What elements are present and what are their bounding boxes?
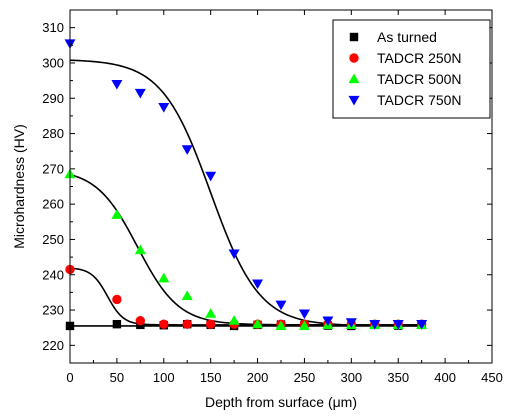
data-point bbox=[392, 320, 404, 330]
data-point bbox=[252, 318, 264, 329]
y-tick-label: 250 bbox=[42, 232, 64, 247]
data-point bbox=[134, 88, 146, 99]
y-axis: 220 230 240 250 260 270 280 290 300 310 bbox=[42, 20, 492, 353]
legend-label: As turned bbox=[377, 29, 437, 45]
x-tick-label: 350 bbox=[387, 370, 409, 385]
data-point bbox=[112, 294, 122, 305]
legend-label: TADCR 750N bbox=[377, 92, 462, 108]
data-point bbox=[181, 290, 193, 301]
y-tick-label: 270 bbox=[42, 161, 64, 176]
fit-curve bbox=[69, 267, 422, 326]
data-point bbox=[298, 309, 310, 320]
y-tick-label: 310 bbox=[42, 20, 64, 35]
data-point bbox=[111, 80, 123, 90]
x-tick-label: 150 bbox=[200, 370, 222, 385]
y-tick-label: 220 bbox=[42, 338, 64, 353]
data-point bbox=[298, 320, 310, 331]
x-tick-label: 250 bbox=[294, 370, 316, 385]
y-tick-label: 300 bbox=[42, 55, 64, 70]
fit-curve bbox=[69, 173, 422, 326]
data-point bbox=[112, 319, 122, 329]
legend-marker bbox=[349, 32, 359, 42]
fit-curve bbox=[69, 59, 422, 327]
data-point bbox=[182, 319, 192, 329]
x-axis: 0 50 100 150 200 250 300 350 400 450 bbox=[66, 10, 503, 385]
legend-marker bbox=[349, 53, 359, 63]
legend-marker bbox=[348, 95, 360, 106]
data-point bbox=[158, 272, 170, 283]
data-point bbox=[111, 209, 123, 219]
x-tick-label: 0 bbox=[66, 370, 73, 385]
y-axis-title: Microhardness (HV) bbox=[11, 124, 27, 248]
data-point bbox=[416, 320, 428, 330]
legend-marker bbox=[348, 73, 360, 84]
x-axis-title: Depth from surface (μm) bbox=[205, 394, 357, 410]
data-point bbox=[322, 316, 334, 327]
data-point bbox=[181, 145, 193, 155]
x-tick-label: 300 bbox=[340, 370, 362, 385]
data-point bbox=[205, 319, 216, 329]
legend-label: TADCR 500N bbox=[377, 71, 462, 87]
x-tick-label: 450 bbox=[481, 370, 503, 385]
data-point bbox=[369, 320, 381, 330]
data-point bbox=[228, 249, 240, 260]
y-tick-label: 290 bbox=[42, 91, 64, 106]
x-tick-label: 50 bbox=[110, 370, 124, 385]
legend-label: TADCR 250N bbox=[377, 50, 462, 66]
data-points bbox=[64, 39, 428, 331]
data-point bbox=[275, 300, 287, 311]
data-point bbox=[134, 244, 146, 255]
data-point bbox=[205, 308, 217, 318]
legend: As turned TADCR 250N TADCR 500N TADCR 750N bbox=[332, 19, 491, 119]
y-tick-label: 260 bbox=[42, 197, 64, 212]
fit-curves bbox=[69, 59, 422, 327]
x-tick-label: 400 bbox=[434, 370, 456, 385]
data-point bbox=[135, 315, 146, 326]
y-tick-label: 280 bbox=[42, 126, 64, 141]
data-point bbox=[252, 279, 264, 290]
data-point bbox=[228, 315, 240, 325]
data-point bbox=[345, 318, 357, 328]
data-point bbox=[159, 319, 169, 329]
x-tick-label: 100 bbox=[153, 370, 175, 385]
y-tick-label: 240 bbox=[42, 267, 64, 282]
data-point bbox=[275, 320, 287, 331]
data-point bbox=[205, 171, 217, 182]
x-tick-label: 200 bbox=[247, 370, 269, 385]
legend-box bbox=[332, 19, 491, 119]
data-point bbox=[158, 102, 170, 113]
y-tick-label: 230 bbox=[42, 303, 64, 318]
